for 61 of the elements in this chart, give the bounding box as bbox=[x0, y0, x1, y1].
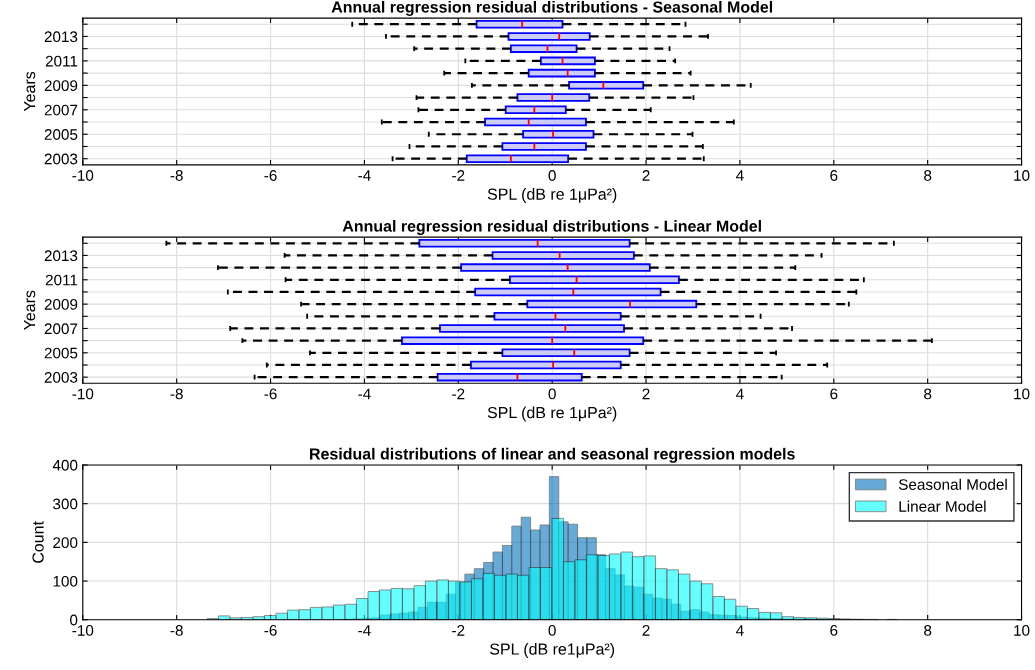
x-tick-label: -8 bbox=[170, 625, 183, 636]
x-tick-label: 2 bbox=[642, 625, 650, 636]
x-tick-label: -10 bbox=[72, 170, 94, 181]
x-tick-label: 0 bbox=[548, 170, 556, 181]
y-tick-label: 400 bbox=[52, 459, 78, 471]
y-axis-title: Years bbox=[24, 290, 36, 330]
x-tick-label: 0 bbox=[548, 625, 556, 636]
x-tick-label: 8 bbox=[924, 625, 932, 636]
x-tick-label: 8 bbox=[924, 170, 932, 181]
x-tick-label: 2 bbox=[642, 388, 650, 400]
chart-title: Residual distributions of linear and seasonal regression models bbox=[310, 447, 795, 463]
y-tick-label: 2005 bbox=[44, 129, 78, 140]
x-tick-label: 4 bbox=[736, 170, 744, 181]
x-tick-label: -2 bbox=[452, 170, 465, 181]
x-tick-label: 4 bbox=[736, 388, 744, 400]
x-tick-label: -2 bbox=[452, 388, 465, 400]
y-tick-label: 2007 bbox=[44, 104, 78, 116]
x-tick-label: 0 bbox=[548, 388, 556, 400]
x-tick-label: 6 bbox=[830, 170, 838, 181]
x-axis-title: SPL (dB re1μPa²) bbox=[490, 643, 615, 658]
y-tick-label: 2003 bbox=[44, 153, 78, 165]
x-tick-label: -8 bbox=[170, 388, 183, 400]
y-tick-label: 2005 bbox=[44, 347, 78, 359]
y-tick-label: 2013 bbox=[44, 250, 78, 262]
x-tick-label: -10 bbox=[72, 388, 94, 400]
y-tick-label: 0 bbox=[70, 614, 78, 626]
x-tick-label: 10 bbox=[1014, 625, 1030, 636]
y-tick-label: 100 bbox=[53, 575, 78, 587]
y-tick-label: 2003 bbox=[44, 372, 78, 383]
x-tick-label: 10 bbox=[1014, 170, 1030, 181]
y-axis-title: Years bbox=[24, 71, 36, 112]
y-tick-label: 2007 bbox=[44, 323, 78, 335]
x-tick-label: -6 bbox=[264, 388, 277, 400]
y-axis-title: Count bbox=[32, 521, 44, 563]
y-tick-label: 2011 bbox=[45, 274, 78, 286]
chart-title: Annual regression residual distributions - Seasonal Model bbox=[331, 0, 773, 16]
y-tick-label: 200 bbox=[53, 537, 78, 549]
x-tick-label: 6 bbox=[830, 625, 838, 636]
x-axis-title: SPL (dB re 1μPa²) bbox=[487, 188, 617, 203]
x-tick-label: 8 bbox=[924, 388, 932, 400]
x-tick-label: 6 bbox=[830, 388, 838, 400]
x-tick-label: 10 bbox=[1014, 388, 1030, 400]
x-tick-label: 4 bbox=[736, 625, 744, 636]
x-tick-label: -6 bbox=[264, 625, 277, 636]
y-tick-label: 2009 bbox=[44, 80, 78, 92]
y-tick-label: 2013 bbox=[44, 31, 78, 43]
x-tick-label: -6 bbox=[264, 170, 277, 181]
chart-title: Annual regression residual distributions - Linear Model bbox=[342, 220, 761, 236]
x-tick-label: -4 bbox=[358, 170, 371, 181]
y-tick-label: 300 bbox=[53, 498, 78, 510]
x-tick-label: -4 bbox=[358, 625, 371, 636]
x-tick-label: -4 bbox=[358, 388, 371, 400]
x-axis-title: SPL (dB re 1μPa²) bbox=[487, 406, 617, 422]
x-tick-label: -2 bbox=[452, 625, 465, 636]
x-tick-label: -10 bbox=[72, 625, 94, 636]
y-tick-label: 2011 bbox=[45, 55, 78, 67]
legend-label: Linear Model bbox=[899, 500, 986, 512]
x-tick-label: 2 bbox=[642, 170, 650, 181]
y-tick-label: 2009 bbox=[44, 298, 78, 310]
x-tick-label: -8 bbox=[170, 170, 183, 181]
legend-label: Seasonal Model bbox=[898, 478, 1007, 490]
